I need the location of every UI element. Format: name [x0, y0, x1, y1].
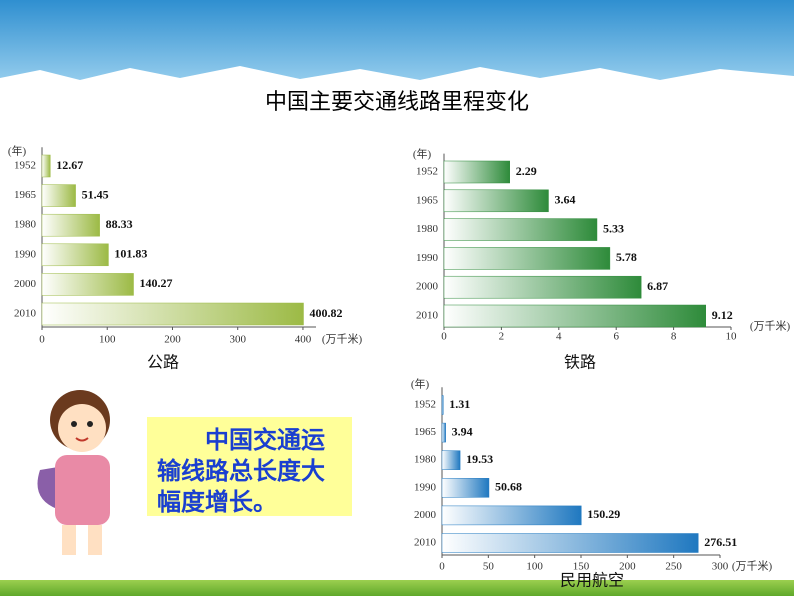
value-label: 9.12: [712, 308, 733, 322]
value-label: 12.67: [56, 158, 83, 172]
value-label: 88.33: [106, 217, 133, 231]
bar-chart: 0 100 200 300 400 1952 12.67 1965 51.45 1980 88.33…: [8, 144, 363, 372]
y-tick-label: 2000: [14, 278, 37, 290]
y-tick-label: 1965: [416, 194, 439, 206]
bar: [443, 160, 510, 184]
x-tick-label: 300: [712, 561, 729, 573]
x-tick-label: 100: [526, 561, 543, 573]
y-tick-label: 1952: [416, 166, 438, 178]
value-label: 19.53: [466, 452, 493, 466]
y-tick-label: 1980: [416, 223, 439, 235]
grass: [0, 580, 794, 596]
y-tick-label: 1980: [414, 454, 437, 466]
x-tick-label: 250: [665, 561, 682, 573]
x-tick-label: 50: [483, 561, 495, 573]
y-tick-label: 1952: [14, 160, 36, 172]
y-axis-label: (年): [8, 144, 27, 158]
chart-title: 铁路: [564, 354, 596, 372]
y-tick-label: 2000: [414, 509, 437, 521]
bar: [443, 275, 642, 299]
y-tick-label: 1990: [414, 481, 437, 493]
girl: [37, 390, 110, 555]
callout: 中国交通运输线路总长度大幅度增长。: [147, 417, 352, 516]
bar: [41, 302, 304, 326]
bar-chart: 0 2 4 6 8 10 1952 2.29 1965 3.64 1980 5.33 1990 5.78 2…: [413, 147, 791, 372]
y-tick-label: 2000: [416, 281, 439, 293]
x-tick-label: 300: [229, 334, 246, 346]
y-tick-label: 2010: [14, 308, 37, 320]
y-tick-label: 2010: [414, 537, 437, 549]
x-axis-label: (万千米): [322, 333, 363, 346]
value-label: 6.87: [647, 279, 668, 293]
value-label: 276.51: [704, 535, 737, 549]
value-label: 3.64: [554, 193, 575, 207]
x-axis-label: (万千米): [750, 320, 791, 333]
chart-title: 公路: [147, 354, 179, 372]
x-tick-label: 0: [441, 331, 447, 343]
value-label: 150.29: [587, 507, 620, 521]
value-label: 50.68: [495, 480, 522, 494]
bar: [41, 243, 109, 267]
y-tick-label: 1980: [14, 219, 37, 231]
y-axis-label: (年): [413, 147, 432, 161]
bar: [41, 273, 134, 296]
value-label: 1.31: [449, 397, 470, 411]
x-tick-label: 4: [556, 331, 562, 343]
x-axis-label: (万千米): [732, 560, 773, 573]
bar: [41, 213, 100, 237]
value-label: 140.27: [140, 276, 173, 290]
x-tick-label: 400: [295, 334, 312, 346]
bar: [441, 533, 699, 553]
value-label: 5.78: [616, 250, 637, 264]
value-label: 51.45: [82, 187, 109, 201]
y-axis-label: (年): [411, 377, 430, 391]
x-tick-label: 0: [39, 334, 45, 346]
x-tick-label: 2: [499, 331, 505, 343]
y-tick-label: 1990: [14, 248, 37, 260]
bar-chart: 0 50 100 150 200 250 300 1952 1.31 1965 3.94 1980 19…: [411, 377, 773, 590]
x-tick-label: 100: [99, 334, 116, 346]
y-tick-label: 1965: [14, 189, 37, 201]
y-tick-label: 1965: [414, 426, 437, 438]
x-tick-label: 0: [439, 561, 445, 573]
value-label: 101.83: [114, 247, 147, 261]
bar: [443, 247, 611, 270]
bar: [443, 189, 549, 213]
bar: [443, 218, 598, 241]
value-label: 5.33: [603, 221, 624, 235]
value-label: 400.82: [309, 306, 342, 320]
y-tick-label: 2010: [416, 310, 439, 322]
page-title: 中国主要交通线路里程变化: [265, 90, 529, 115]
x-tick-label: 150: [573, 561, 590, 573]
bar: [443, 304, 706, 328]
x-tick-label: 200: [164, 334, 181, 346]
x-tick-label: 6: [613, 331, 619, 343]
bar: [441, 505, 582, 526]
value-label: 3.94: [452, 424, 473, 438]
x-tick-label: 8: [671, 331, 677, 343]
y-tick-label: 1990: [416, 252, 439, 264]
x-tick-label: 10: [726, 331, 738, 343]
bar: [41, 184, 76, 207]
value-label: 2.29: [516, 164, 537, 178]
y-tick-label: 1952: [414, 399, 436, 411]
bar: [441, 395, 444, 415]
bar: [441, 450, 461, 470]
bar: [441, 422, 446, 443]
chart-title: 民用航空: [560, 572, 624, 590]
bar: [441, 478, 490, 498]
bar: [41, 154, 51, 178]
x-tick-label: 200: [619, 561, 636, 573]
